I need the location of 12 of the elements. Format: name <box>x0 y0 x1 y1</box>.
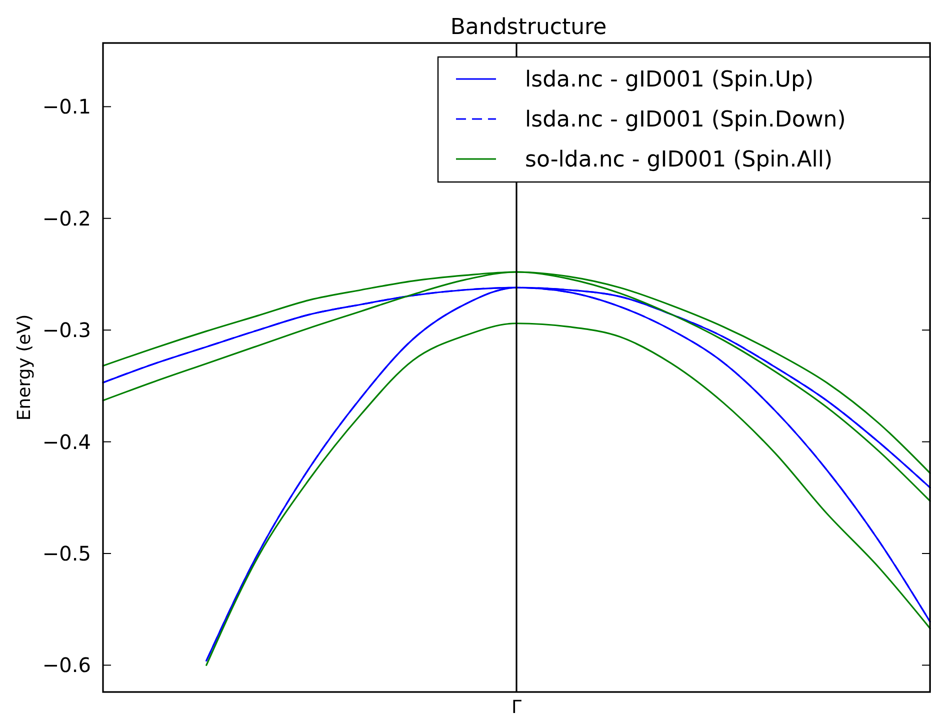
legend-label: lsda.nc - gID001 (Spin.Up) <box>525 68 814 93</box>
chart-title: Bandstructure <box>450 15 607 40</box>
legend-label: lsda.nc - gID001 (Spin.Down) <box>525 108 846 133</box>
y-axis-title: Energy (eV) <box>14 314 35 421</box>
x-tick-label: Γ <box>511 697 522 717</box>
y-tick-label: −0.2 <box>42 206 91 230</box>
y-tick-label: −0.5 <box>42 541 91 566</box>
y-tick-label: −0.1 <box>42 94 91 119</box>
y-tick-label: −0.4 <box>42 430 91 454</box>
legend-label: so-lda.nc - gID001 (Spin.All) <box>525 148 833 173</box>
y-tick-label: −0.6 <box>42 653 91 678</box>
y-tick-label: −0.3 <box>42 318 91 342</box>
